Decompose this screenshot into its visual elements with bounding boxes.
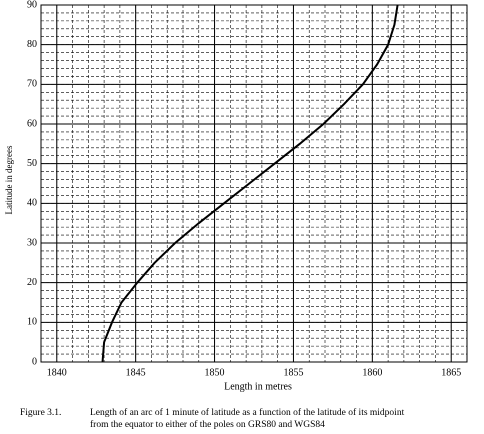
x-axis-label: Length in metres [224,381,292,392]
curve [101,4,399,363]
x-tick-label: 1855 [283,367,303,378]
plot-frame [40,4,468,363]
y-tick-label: 90 [27,0,37,10]
x-tick-label: 1865 [441,367,461,378]
caption-number: Figure 3.1. [20,408,61,418]
x-tick-label: 1840 [47,367,67,378]
x-tick-label: 1860 [362,367,382,378]
y-tick-label: 0 [32,356,37,367]
y-tick-label: 20 [27,277,37,288]
y-tick-label: 30 [27,237,37,248]
y-tick-label: 70 [27,79,37,90]
y-tick-label: 40 [27,198,37,209]
y-tick-label: 80 [27,39,37,50]
x-tick-label: 1845 [126,367,146,378]
y-tick-label: 60 [27,118,37,129]
caption-line: from the equator to either of the poles … [90,419,325,430]
plot [40,4,468,363]
y-tick-label: 50 [27,158,37,169]
grid [40,4,468,363]
y-tick-label: 10 [27,317,37,328]
caption-line: Length of an arc of 1 minute of latitude… [90,407,405,418]
x-tick-label: 1850 [205,367,225,378]
y-axis-label: Latitude in degrees [4,145,14,214]
